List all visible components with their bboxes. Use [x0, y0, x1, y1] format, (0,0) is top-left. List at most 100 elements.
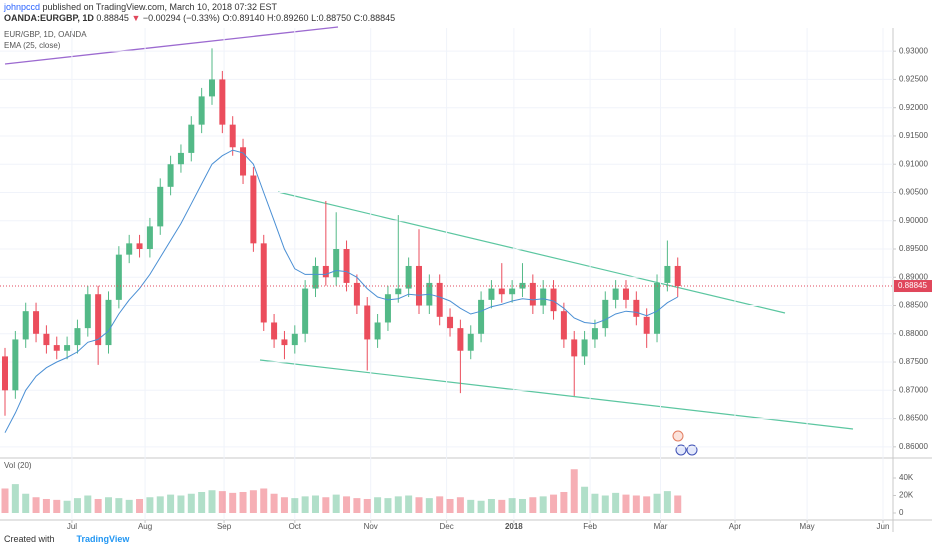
volume-bar	[53, 499, 61, 513]
candle-body	[64, 345, 71, 351]
candle-body	[560, 311, 567, 340]
volume-bar	[560, 491, 568, 513]
close: C:0.88845	[353, 13, 396, 23]
candle-body	[478, 299, 485, 334]
candle-body	[105, 299, 112, 346]
candle-body	[312, 265, 319, 289]
x-tick-label: Apr	[729, 522, 742, 531]
volume-bar	[632, 495, 640, 513]
candle-body	[229, 124, 236, 148]
arrow: ▼	[131, 13, 141, 23]
last: 0.88845	[96, 13, 129, 23]
header: johnpccd published on TradingView.com, M…	[4, 2, 395, 24]
candle-body	[260, 243, 267, 323]
volume-bar	[332, 494, 340, 513]
volume-bar	[477, 500, 485, 513]
brand: TradingView	[76, 534, 130, 544]
volume-bar	[311, 495, 319, 513]
chart-title: EUR/GBP, 1D, OANDA	[4, 30, 87, 39]
ema-line	[4, 149, 678, 433]
change: −0.00294 (−0.33%)	[142, 13, 220, 23]
candle-body	[405, 265, 412, 289]
event-icon	[675, 444, 687, 456]
y-tick-label: 0.93000	[899, 46, 928, 55]
volume-bar	[653, 493, 661, 513]
x-tick-label: Sep	[217, 522, 232, 531]
volume-bar	[218, 491, 226, 513]
volume-bar	[32, 497, 40, 513]
candle-body	[74, 328, 81, 346]
author: johnpccd	[4, 2, 41, 12]
volume-bar	[508, 498, 516, 513]
volume-bar	[249, 490, 257, 513]
volume-bar	[136, 498, 144, 513]
candle-body	[488, 288, 495, 300]
volume-bar	[550, 494, 558, 513]
candle-body	[643, 316, 650, 334]
candle-body	[415, 265, 422, 306]
y-tick-label: 0.92500	[899, 75, 928, 84]
volume-bar	[384, 498, 392, 513]
candle-body	[188, 124, 195, 153]
candle-body	[84, 294, 91, 329]
volume-bar	[363, 498, 371, 513]
candle-body	[12, 339, 19, 391]
volume-bar	[11, 484, 19, 513]
volume-bar	[322, 497, 330, 513]
x-tick-label: May	[800, 522, 815, 531]
candle-body	[333, 249, 340, 278]
candle-body	[115, 254, 122, 300]
trend-line	[4, 26, 339, 65]
y-tick-label: 0.90500	[899, 188, 928, 197]
candle-body	[395, 288, 402, 295]
last-price-box	[894, 280, 932, 293]
volume-bar	[260, 488, 268, 513]
y-tick-label: 20K	[899, 491, 914, 500]
volume-bar	[643, 496, 651, 513]
candle-body	[208, 79, 215, 97]
volume-legend: Vol (20)	[4, 461, 32, 470]
x-tick-label: 2018	[505, 522, 523, 531]
volume-bar	[456, 497, 464, 513]
ema-legend: EMA (25, close)	[4, 41, 61, 50]
candle-body	[343, 249, 350, 283]
volume-bar	[394, 496, 402, 513]
candle-body	[43, 333, 50, 346]
footer: Created with TradingView	[4, 534, 129, 544]
volume-bar	[581, 486, 589, 513]
candle-body	[271, 322, 278, 340]
candle-body	[591, 328, 598, 340]
volume-bar	[674, 495, 682, 513]
volume-bar	[146, 497, 154, 513]
volume-bar	[446, 498, 454, 513]
volume-bar	[177, 495, 185, 513]
x-tick-label: Nov	[364, 522, 378, 531]
volume-bar	[22, 493, 30, 513]
volume-bar	[208, 490, 216, 513]
candle-body	[146, 226, 153, 249]
candle-body	[509, 288, 516, 295]
candle-body	[136, 243, 143, 249]
volume-bar	[591, 493, 599, 513]
candle-body	[240, 147, 247, 176]
x-tick-label: Mar	[654, 522, 668, 531]
candle-body	[374, 322, 381, 340]
candle-body	[654, 282, 661, 334]
x-tick-label: Aug	[138, 522, 152, 531]
trend-line	[277, 191, 786, 314]
volume-bar	[73, 498, 81, 513]
candle-body	[498, 288, 505, 295]
candle-body	[157, 186, 164, 227]
volume-bar	[343, 496, 351, 513]
volume-bar	[198, 491, 206, 513]
candle-body	[622, 288, 629, 300]
candle-body	[550, 288, 557, 312]
volume-bar	[518, 498, 526, 513]
candle-body	[467, 333, 474, 351]
volume-bar	[467, 499, 475, 513]
candle-body	[529, 282, 536, 306]
x-tick-label: Oct	[289, 522, 302, 531]
y-tick-label: 0.91000	[899, 159, 928, 168]
candle-body	[674, 265, 681, 287]
